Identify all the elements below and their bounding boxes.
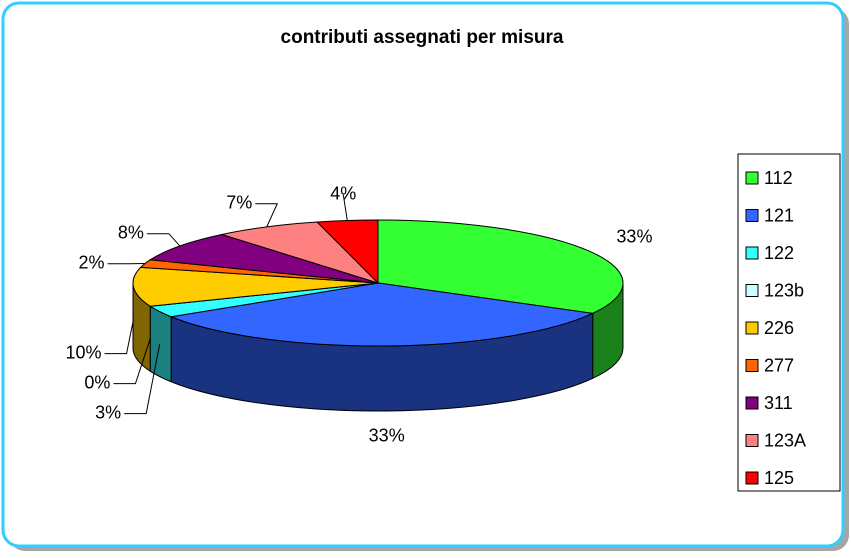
data-label: 7% <box>226 192 252 212</box>
legend-swatch <box>746 247 758 259</box>
legend-swatch <box>746 360 758 372</box>
data-label: 33% <box>369 426 405 446</box>
data-label: 2% <box>79 252 105 272</box>
data-label: 3% <box>95 402 121 422</box>
data-label: 10% <box>66 342 102 362</box>
legend-swatch <box>746 472 758 484</box>
legend-swatch <box>746 322 758 334</box>
legend-swatch <box>746 210 758 222</box>
legend-label: 123A <box>764 430 806 450</box>
legend-swatch <box>746 172 758 184</box>
legend-label: 125 <box>764 468 794 488</box>
legend-label: 311 <box>764 393 793 413</box>
legend-label: 122 <box>764 243 794 263</box>
data-label: 8% <box>118 222 144 242</box>
pie-side <box>150 306 171 382</box>
data-label: 4% <box>330 183 356 203</box>
legend-label: 112 <box>764 168 793 188</box>
legend-label: 226 <box>764 318 794 338</box>
legend-swatch <box>746 285 758 297</box>
data-label: 33% <box>616 226 652 246</box>
legend-label: 277 <box>764 355 794 375</box>
data-label: 0% <box>84 372 110 392</box>
chart-title: contributi assegnati per misura <box>281 27 564 48</box>
legend-label: 121 <box>764 205 794 225</box>
legend-label: 123b <box>764 280 804 300</box>
legend-swatch <box>746 397 758 409</box>
pie <box>133 220 623 411</box>
legend-swatch <box>746 435 758 447</box>
